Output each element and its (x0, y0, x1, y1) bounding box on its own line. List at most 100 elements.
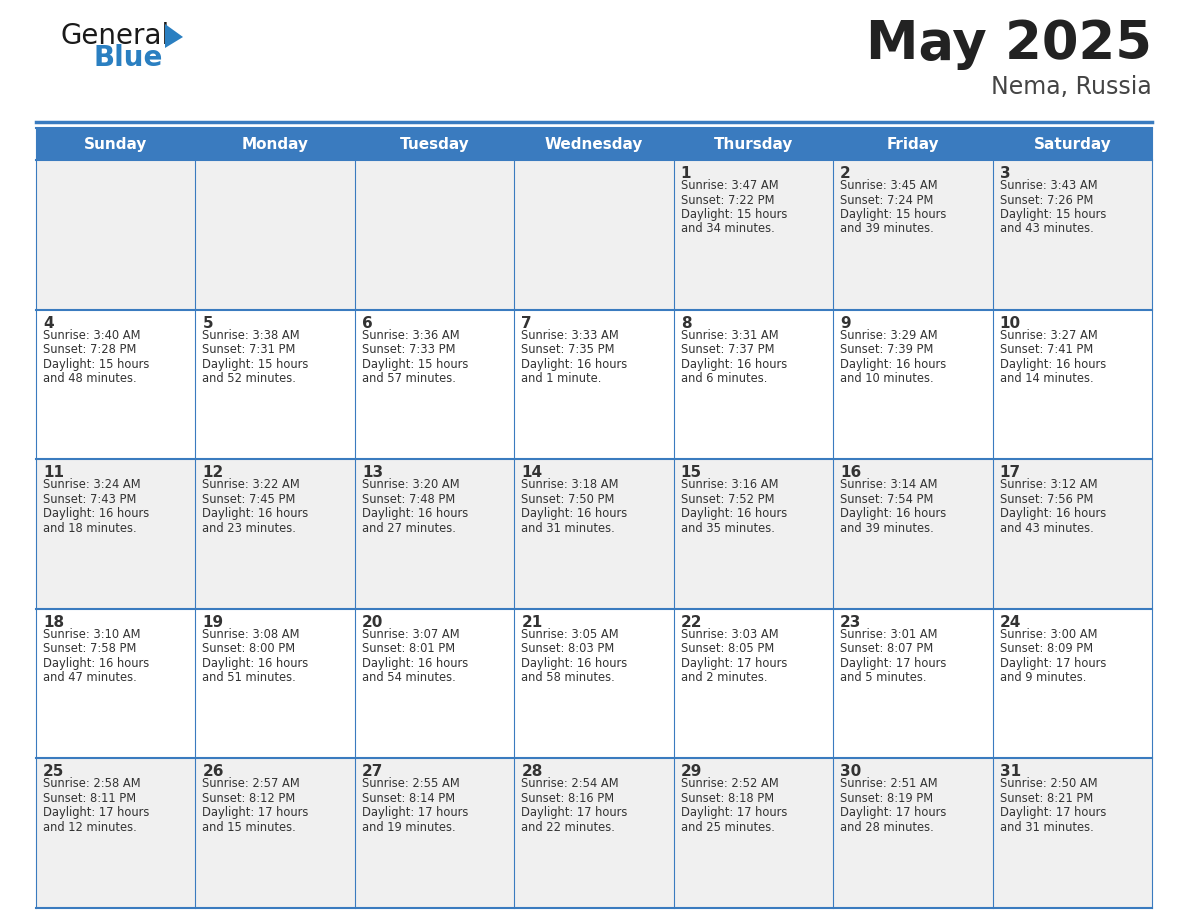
Text: and 58 minutes.: and 58 minutes. (522, 671, 615, 684)
Text: Sunset: 7:43 PM: Sunset: 7:43 PM (43, 493, 137, 506)
Text: Sunrise: 3:38 AM: Sunrise: 3:38 AM (202, 329, 301, 341)
Text: 1: 1 (681, 166, 691, 181)
Text: Daylight: 17 hours: Daylight: 17 hours (202, 806, 309, 820)
Text: 13: 13 (362, 465, 383, 480)
Text: and 51 minutes.: and 51 minutes. (202, 671, 296, 684)
Text: and 43 minutes.: and 43 minutes. (999, 521, 1093, 534)
Text: and 27 minutes.: and 27 minutes. (362, 521, 456, 534)
Text: and 12 minutes.: and 12 minutes. (43, 821, 137, 834)
Text: Daylight: 16 hours: Daylight: 16 hours (43, 656, 150, 670)
Text: 23: 23 (840, 615, 861, 630)
Bar (36, 459, 1152, 609)
Text: and 31 minutes.: and 31 minutes. (999, 821, 1093, 834)
Text: Daylight: 16 hours: Daylight: 16 hours (999, 358, 1106, 371)
Text: Sunset: 7:26 PM: Sunset: 7:26 PM (999, 194, 1093, 207)
Text: Sunrise: 3:16 AM: Sunrise: 3:16 AM (681, 478, 778, 491)
Text: Sunset: 7:48 PM: Sunset: 7:48 PM (362, 493, 455, 506)
Text: and 57 minutes.: and 57 minutes. (362, 372, 456, 385)
Text: Sunrise: 3:45 AM: Sunrise: 3:45 AM (840, 179, 937, 192)
Text: 6: 6 (362, 316, 373, 330)
Text: 16: 16 (840, 465, 861, 480)
Text: Sunrise: 2:55 AM: Sunrise: 2:55 AM (362, 778, 460, 790)
Text: Sunrise: 3:12 AM: Sunrise: 3:12 AM (999, 478, 1098, 491)
Text: Sunrise: 2:50 AM: Sunrise: 2:50 AM (999, 778, 1098, 790)
Text: Sunrise: 2:58 AM: Sunrise: 2:58 AM (43, 778, 140, 790)
Text: and 52 minutes.: and 52 minutes. (202, 372, 296, 385)
Text: and 54 minutes.: and 54 minutes. (362, 671, 456, 684)
Text: Sunrise: 3:24 AM: Sunrise: 3:24 AM (43, 478, 140, 491)
Text: Daylight: 15 hours: Daylight: 15 hours (840, 208, 947, 221)
Text: 31: 31 (999, 765, 1020, 779)
Text: General: General (61, 22, 169, 50)
Text: Sunrise: 3:03 AM: Sunrise: 3:03 AM (681, 628, 778, 641)
Text: and 43 minutes.: and 43 minutes. (999, 222, 1093, 236)
Text: Sunset: 7:37 PM: Sunset: 7:37 PM (681, 343, 775, 356)
Text: Daylight: 17 hours: Daylight: 17 hours (522, 806, 627, 820)
Text: Sunrise: 3:33 AM: Sunrise: 3:33 AM (522, 329, 619, 341)
Text: Daylight: 15 hours: Daylight: 15 hours (362, 358, 468, 371)
Text: and 39 minutes.: and 39 minutes. (840, 521, 934, 534)
Text: Sunset: 7:45 PM: Sunset: 7:45 PM (202, 493, 296, 506)
Text: Daylight: 16 hours: Daylight: 16 hours (362, 656, 468, 670)
Text: Sunrise: 3:05 AM: Sunrise: 3:05 AM (522, 628, 619, 641)
Text: Sunrise: 3:08 AM: Sunrise: 3:08 AM (202, 628, 299, 641)
Text: 28: 28 (522, 765, 543, 779)
Text: Daylight: 17 hours: Daylight: 17 hours (999, 656, 1106, 670)
Text: Sunset: 7:28 PM: Sunset: 7:28 PM (43, 343, 137, 356)
Text: and 19 minutes.: and 19 minutes. (362, 821, 455, 834)
Text: Sunset: 8:05 PM: Sunset: 8:05 PM (681, 643, 773, 655)
Text: Sunset: 8:01 PM: Sunset: 8:01 PM (362, 643, 455, 655)
Text: 20: 20 (362, 615, 384, 630)
Text: Sunset: 7:52 PM: Sunset: 7:52 PM (681, 493, 775, 506)
Text: 24: 24 (999, 615, 1020, 630)
Text: Daylight: 16 hours: Daylight: 16 hours (43, 508, 150, 521)
Text: and 31 minutes.: and 31 minutes. (522, 521, 615, 534)
Text: 8: 8 (681, 316, 691, 330)
Text: Daylight: 16 hours: Daylight: 16 hours (681, 358, 786, 371)
Text: Wednesday: Wednesday (545, 137, 643, 151)
Text: Sunrise: 3:31 AM: Sunrise: 3:31 AM (681, 329, 778, 341)
Text: Sunrise: 3:07 AM: Sunrise: 3:07 AM (362, 628, 460, 641)
Text: 30: 30 (840, 765, 861, 779)
Text: Sunset: 7:54 PM: Sunset: 7:54 PM (840, 493, 934, 506)
Text: Daylight: 16 hours: Daylight: 16 hours (522, 656, 627, 670)
Text: Sunrise: 3:00 AM: Sunrise: 3:00 AM (999, 628, 1097, 641)
Text: Daylight: 17 hours: Daylight: 17 hours (999, 806, 1106, 820)
Text: Sunrise: 3:43 AM: Sunrise: 3:43 AM (999, 179, 1098, 192)
Text: and 9 minutes.: and 9 minutes. (999, 671, 1086, 684)
Text: Daylight: 16 hours: Daylight: 16 hours (681, 508, 786, 521)
Text: Sunrise: 2:57 AM: Sunrise: 2:57 AM (202, 778, 301, 790)
Text: Sunrise: 2:51 AM: Sunrise: 2:51 AM (840, 778, 937, 790)
Text: Daylight: 15 hours: Daylight: 15 hours (43, 358, 150, 371)
Text: Sunrise: 3:14 AM: Sunrise: 3:14 AM (840, 478, 937, 491)
Text: Sunset: 8:21 PM: Sunset: 8:21 PM (999, 792, 1093, 805)
Text: 12: 12 (202, 465, 223, 480)
Text: Daylight: 16 hours: Daylight: 16 hours (522, 358, 627, 371)
Text: Monday: Monday (241, 137, 309, 151)
Text: Sunset: 8:14 PM: Sunset: 8:14 PM (362, 792, 455, 805)
Text: Daylight: 16 hours: Daylight: 16 hours (202, 508, 309, 521)
Text: and 39 minutes.: and 39 minutes. (840, 222, 934, 236)
Text: and 28 minutes.: and 28 minutes. (840, 821, 934, 834)
Text: and 5 minutes.: and 5 minutes. (840, 671, 927, 684)
Text: Daylight: 17 hours: Daylight: 17 hours (362, 806, 468, 820)
Text: Sunset: 7:24 PM: Sunset: 7:24 PM (840, 194, 934, 207)
Polygon shape (165, 24, 183, 48)
Text: Daylight: 17 hours: Daylight: 17 hours (840, 806, 947, 820)
Text: Sunrise: 3:20 AM: Sunrise: 3:20 AM (362, 478, 460, 491)
Text: 10: 10 (999, 316, 1020, 330)
Text: Sunday: Sunday (84, 137, 147, 151)
Text: Sunrise: 3:36 AM: Sunrise: 3:36 AM (362, 329, 460, 341)
Text: Sunset: 8:11 PM: Sunset: 8:11 PM (43, 792, 137, 805)
Text: and 22 minutes.: and 22 minutes. (522, 821, 615, 834)
Text: Sunset: 7:56 PM: Sunset: 7:56 PM (999, 493, 1093, 506)
Text: Sunrise: 3:29 AM: Sunrise: 3:29 AM (840, 329, 937, 341)
Text: and 25 minutes.: and 25 minutes. (681, 821, 775, 834)
Text: 27: 27 (362, 765, 384, 779)
Text: Daylight: 16 hours: Daylight: 16 hours (202, 656, 309, 670)
Text: Daylight: 16 hours: Daylight: 16 hours (522, 508, 627, 521)
Text: Daylight: 15 hours: Daylight: 15 hours (999, 208, 1106, 221)
Text: Daylight: 16 hours: Daylight: 16 hours (840, 358, 947, 371)
Text: 11: 11 (43, 465, 64, 480)
Text: Sunset: 8:00 PM: Sunset: 8:00 PM (202, 643, 296, 655)
